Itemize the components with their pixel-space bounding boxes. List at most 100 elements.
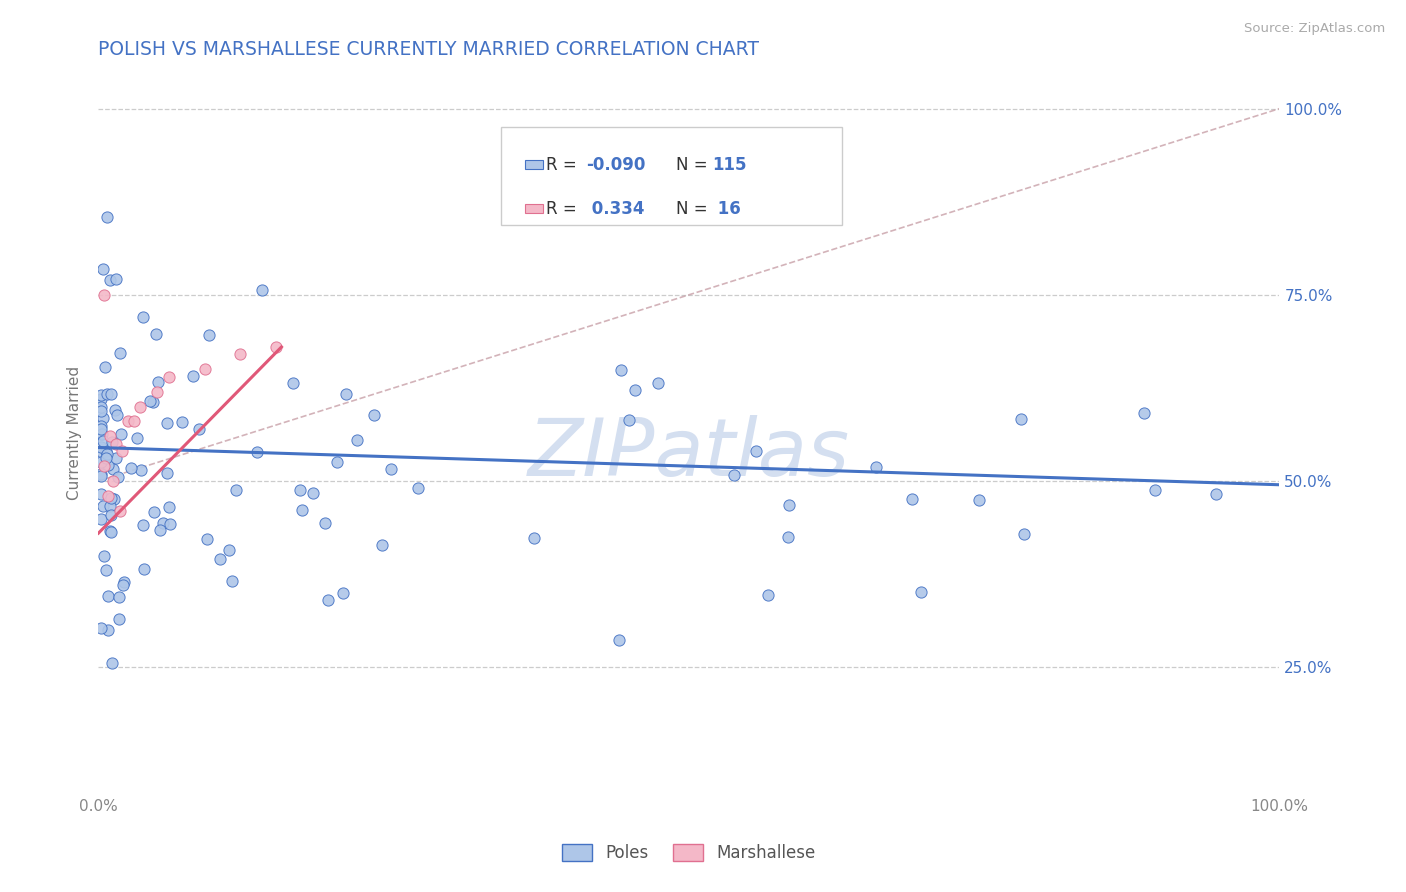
Text: POLISH VS MARSHALLESE CURRENTLY MARRIED CORRELATION CHART: POLISH VS MARSHALLESE CURRENTLY MARRIED … <box>98 39 759 59</box>
Point <box>93 549 115 563</box>
Point <box>132 562 155 576</box>
Text: R =: R = <box>547 200 582 219</box>
Point <box>91 262 114 277</box>
Point <box>157 500 180 514</box>
Point <box>90 422 112 436</box>
Point <box>156 466 179 480</box>
Point <box>250 284 273 298</box>
Point <box>90 621 112 635</box>
Point <box>218 543 240 558</box>
Point <box>778 498 800 512</box>
Point <box>97 489 120 503</box>
Point <box>107 612 129 626</box>
Point <box>776 530 799 544</box>
Point <box>110 427 132 442</box>
Point <box>105 451 128 466</box>
Text: Source: ZipAtlas.com: Source: ZipAtlas.com <box>1244 22 1385 36</box>
Point <box>316 593 339 607</box>
Point <box>111 444 134 458</box>
Point <box>93 288 115 302</box>
Point <box>100 273 122 287</box>
Point <box>100 525 122 540</box>
Point <box>967 492 990 507</box>
Point <box>90 455 112 469</box>
Point <box>112 575 135 590</box>
Text: -0.090: -0.090 <box>586 155 645 174</box>
Point <box>152 516 174 530</box>
Point <box>91 411 114 425</box>
Point <box>610 363 633 377</box>
Point <box>90 403 112 417</box>
Point <box>198 328 221 343</box>
Point <box>98 524 121 539</box>
Point <box>194 362 217 376</box>
Text: N =: N = <box>676 200 713 219</box>
Point <box>756 588 779 602</box>
Point <box>225 483 247 497</box>
Point <box>107 470 129 484</box>
Point <box>406 481 429 495</box>
Text: 16: 16 <box>713 200 741 219</box>
Point <box>97 590 120 604</box>
Point <box>647 376 669 390</box>
Point <box>159 517 181 532</box>
Point <box>346 433 368 447</box>
Point <box>1012 527 1035 541</box>
Point <box>90 427 112 442</box>
Point <box>96 563 118 577</box>
Point <box>619 413 641 427</box>
Point <box>624 384 647 398</box>
Point <box>145 327 167 342</box>
Point <box>156 416 179 430</box>
Point <box>90 467 112 481</box>
Point <box>98 500 121 514</box>
Point <box>100 508 122 522</box>
Point <box>96 387 118 401</box>
Point <box>865 460 887 475</box>
Point <box>209 552 232 566</box>
Point <box>94 443 117 458</box>
Point <box>93 459 115 474</box>
Point <box>1010 412 1032 426</box>
Point <box>96 210 118 224</box>
Point <box>291 503 314 517</box>
Point <box>94 359 117 374</box>
Point <box>157 369 180 384</box>
Point <box>91 426 114 441</box>
Point <box>146 384 169 399</box>
Point <box>96 447 118 461</box>
Point <box>229 347 252 361</box>
Point <box>523 532 546 546</box>
Point <box>264 340 287 354</box>
Point <box>100 387 122 401</box>
Point <box>170 415 193 429</box>
Point <box>1205 487 1227 501</box>
Point <box>1133 407 1156 421</box>
Point <box>91 499 114 513</box>
Point <box>90 486 112 500</box>
Point <box>142 395 165 409</box>
Point <box>108 504 131 518</box>
Point <box>103 491 125 506</box>
Point <box>335 387 357 401</box>
Point <box>90 388 112 402</box>
Point <box>98 429 121 443</box>
Point <box>371 538 394 552</box>
Point <box>90 445 112 459</box>
Text: 115: 115 <box>713 155 747 174</box>
Point <box>91 434 114 449</box>
Point <box>1144 483 1167 498</box>
Point <box>108 590 131 604</box>
Point <box>132 310 155 325</box>
Point <box>146 375 169 389</box>
Point <box>332 586 354 600</box>
Point <box>901 491 924 506</box>
Point <box>104 402 127 417</box>
Point <box>745 444 768 458</box>
Point <box>90 512 112 526</box>
Point <box>326 455 349 469</box>
Point <box>90 392 112 406</box>
Point <box>117 414 139 428</box>
Point <box>290 483 312 498</box>
Text: ZIPatlas: ZIPatlas <box>527 416 851 493</box>
